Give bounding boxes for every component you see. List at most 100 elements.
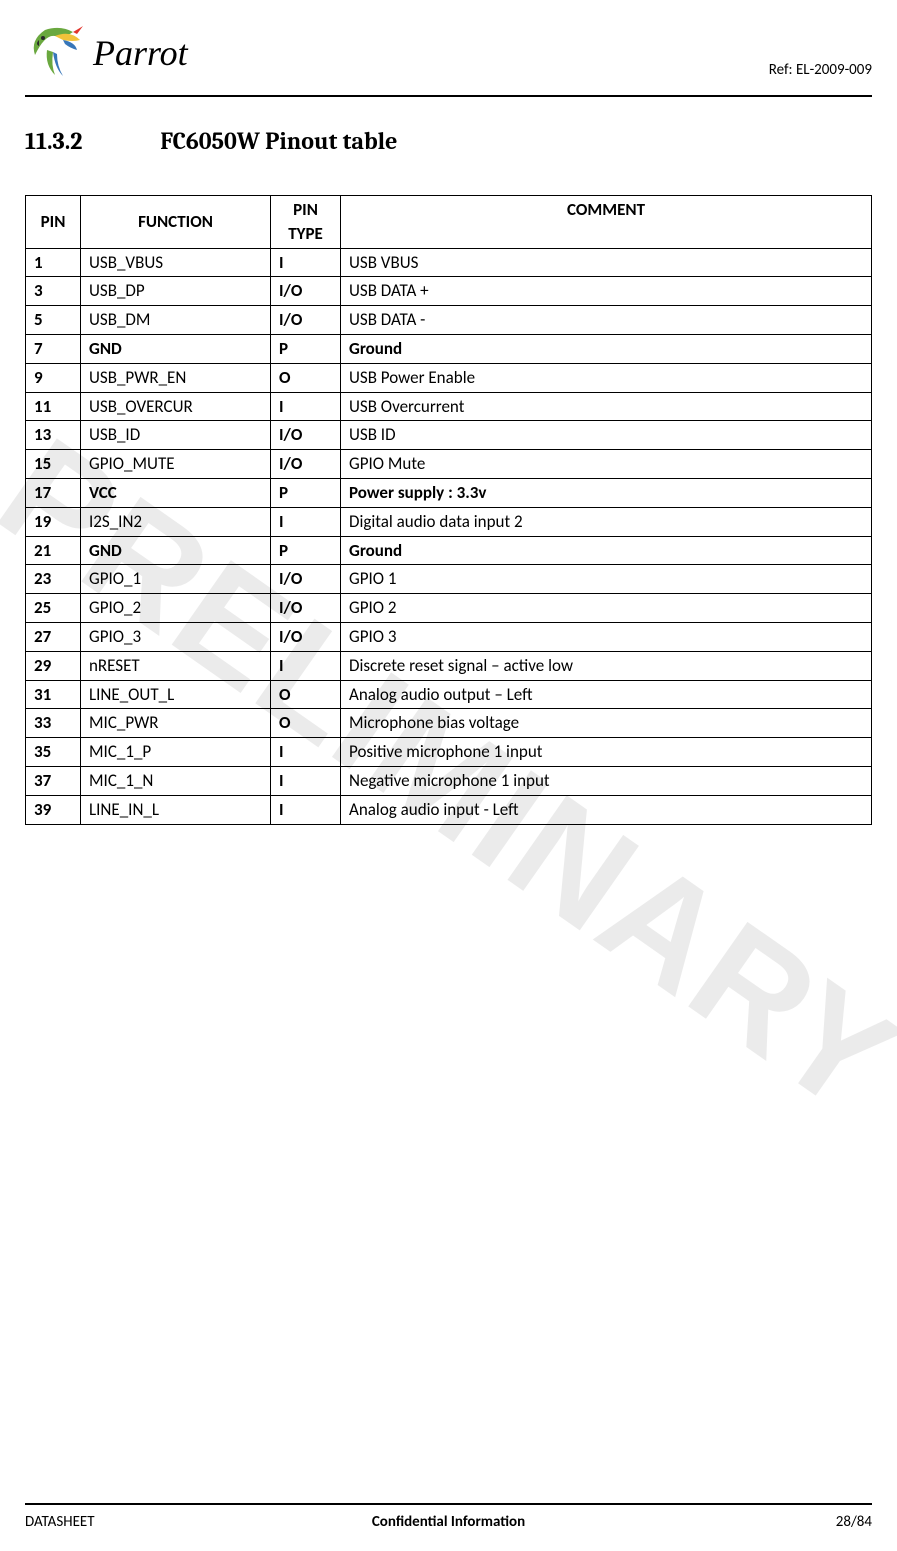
- cell-pintype: P: [271, 334, 341, 363]
- cell-function: USB_PWR_EN: [81, 363, 271, 392]
- cell-comment: USB DATA +: [341, 277, 872, 306]
- footer-center: Confidential Information: [25, 1513, 872, 1531]
- cell-pintype: I/O: [271, 565, 341, 594]
- cell-pintype: I/O: [271, 277, 341, 306]
- footer-left: DATASHEET: [25, 1513, 95, 1531]
- cell-pintype: I/O: [271, 421, 341, 450]
- cell-function: GND: [81, 334, 271, 363]
- table-row: 17VCCPPower supply : 3.3v: [26, 478, 872, 507]
- col-header-pintype: PIN TYPE: [271, 196, 341, 249]
- cell-comment: Microphone bias voltage: [341, 709, 872, 738]
- section-number: 11.3.2: [25, 127, 155, 155]
- table-row: 27GPIO_3I/OGPIO 3: [26, 622, 872, 651]
- cell-comment: USB Overcurrent: [341, 392, 872, 421]
- cell-pin: 5: [26, 306, 81, 335]
- pinout-table: PIN FUNCTION PIN TYPE COMMENT 1USB_VBUSI…: [25, 195, 872, 825]
- cell-pintype: I: [271, 766, 341, 795]
- cell-comment: Ground: [341, 536, 872, 565]
- table-row: 33MIC_PWROMicrophone bias voltage: [26, 709, 872, 738]
- table-row: 25GPIO_2I/OGPIO 2: [26, 594, 872, 623]
- table-row: 13USB_IDI/OUSB ID: [26, 421, 872, 450]
- cell-comment: Ground: [341, 334, 872, 363]
- logo-block: Parrot: [25, 20, 188, 85]
- cell-pin: 9: [26, 363, 81, 392]
- cell-pintype: I/O: [271, 306, 341, 335]
- cell-pin: 29: [26, 651, 81, 680]
- cell-function: GND: [81, 536, 271, 565]
- cell-pintype: I: [271, 795, 341, 824]
- cell-comment: GPIO 2: [341, 594, 872, 623]
- table-row: 9USB_PWR_ENOUSB Power Enable: [26, 363, 872, 392]
- cell-comment: Positive microphone 1 input: [341, 738, 872, 767]
- table-row: 1USB_VBUSIUSB VBUS: [26, 248, 872, 277]
- table-row: 39LINE_IN_LIAnalog audio input - Left: [26, 795, 872, 824]
- cell-comment: GPIO Mute: [341, 450, 872, 479]
- page-footer: DATASHEET Confidential Information 28/84: [25, 1503, 872, 1531]
- cell-pin: 21: [26, 536, 81, 565]
- cell-pin: 25: [26, 594, 81, 623]
- cell-comment: USB Power Enable: [341, 363, 872, 392]
- col-header-pin: PIN: [26, 196, 81, 249]
- cell-function: LINE_OUT_L: [81, 680, 271, 709]
- table-row: 37MIC_1_NINegative microphone 1 input: [26, 766, 872, 795]
- table-row: 29nRESETIDiscrete reset signal – active …: [26, 651, 872, 680]
- cell-comment: Analog audio input - Left: [341, 795, 872, 824]
- cell-pin: 3: [26, 277, 81, 306]
- cell-function: USB_ID: [81, 421, 271, 450]
- table-row: 5USB_DMI/OUSB DATA -: [26, 306, 872, 335]
- table-row: 19I2S_IN2IDigital audio data input 2: [26, 507, 872, 536]
- cell-pin: 7: [26, 334, 81, 363]
- cell-pin: 37: [26, 766, 81, 795]
- cell-pin: 1: [26, 248, 81, 277]
- cell-function: LINE_IN_L: [81, 795, 271, 824]
- cell-pintype: I: [271, 507, 341, 536]
- cell-pin: 17: [26, 478, 81, 507]
- cell-function: VCC: [81, 478, 271, 507]
- cell-pintype: O: [271, 709, 341, 738]
- cell-pin: 13: [26, 421, 81, 450]
- table-header-row: PIN FUNCTION PIN TYPE COMMENT: [26, 196, 872, 249]
- table-row: 15GPIO_MUTEI/OGPIO Mute: [26, 450, 872, 479]
- cell-pintype: I: [271, 738, 341, 767]
- cell-comment: Power supply : 3.3v: [341, 478, 872, 507]
- cell-pin: 31: [26, 680, 81, 709]
- cell-comment: Discrete reset signal – active low: [341, 651, 872, 680]
- cell-function: USB_DP: [81, 277, 271, 306]
- cell-comment: Digital audio data input 2: [341, 507, 872, 536]
- cell-function: GPIO_2: [81, 594, 271, 623]
- cell-pin: 27: [26, 622, 81, 651]
- col-header-comment: COMMENT: [341, 196, 872, 249]
- table-row: 23GPIO_1I/OGPIO 1: [26, 565, 872, 594]
- cell-pintype: I/O: [271, 594, 341, 623]
- page-header: Parrot Ref: EL-2009-009: [25, 20, 872, 97]
- cell-pintype: O: [271, 680, 341, 709]
- document-ref: Ref: EL-2009-009: [769, 61, 872, 85]
- cell-pin: 35: [26, 738, 81, 767]
- cell-comment: Negative microphone 1 input: [341, 766, 872, 795]
- cell-function: USB_VBUS: [81, 248, 271, 277]
- cell-pin: 23: [26, 565, 81, 594]
- cell-function: GPIO_MUTE: [81, 450, 271, 479]
- cell-pintype: I: [271, 248, 341, 277]
- cell-pintype: P: [271, 478, 341, 507]
- col-header-function: FUNCTION: [81, 196, 271, 249]
- section-heading: 11.3.2 FC6050W Pinout table: [25, 127, 872, 155]
- cell-function: GPIO_3: [81, 622, 271, 651]
- cell-pintype: I: [271, 392, 341, 421]
- cell-comment: USB VBUS: [341, 248, 872, 277]
- cell-pin: 19: [26, 507, 81, 536]
- cell-pin: 33: [26, 709, 81, 738]
- cell-function: I2S_IN2: [81, 507, 271, 536]
- cell-pintype: I/O: [271, 622, 341, 651]
- cell-function: MIC_PWR: [81, 709, 271, 738]
- section-title-text: FC6050W Pinout table: [160, 127, 397, 155]
- cell-comment: USB ID: [341, 421, 872, 450]
- cell-comment: Analog audio output – Left: [341, 680, 872, 709]
- cell-pintype: O: [271, 363, 341, 392]
- footer-right: 28/84: [836, 1513, 872, 1531]
- cell-function: nRESET: [81, 651, 271, 680]
- cell-comment: USB DATA -: [341, 306, 872, 335]
- cell-pin: 39: [26, 795, 81, 824]
- cell-pintype: I: [271, 651, 341, 680]
- cell-pin: 11: [26, 392, 81, 421]
